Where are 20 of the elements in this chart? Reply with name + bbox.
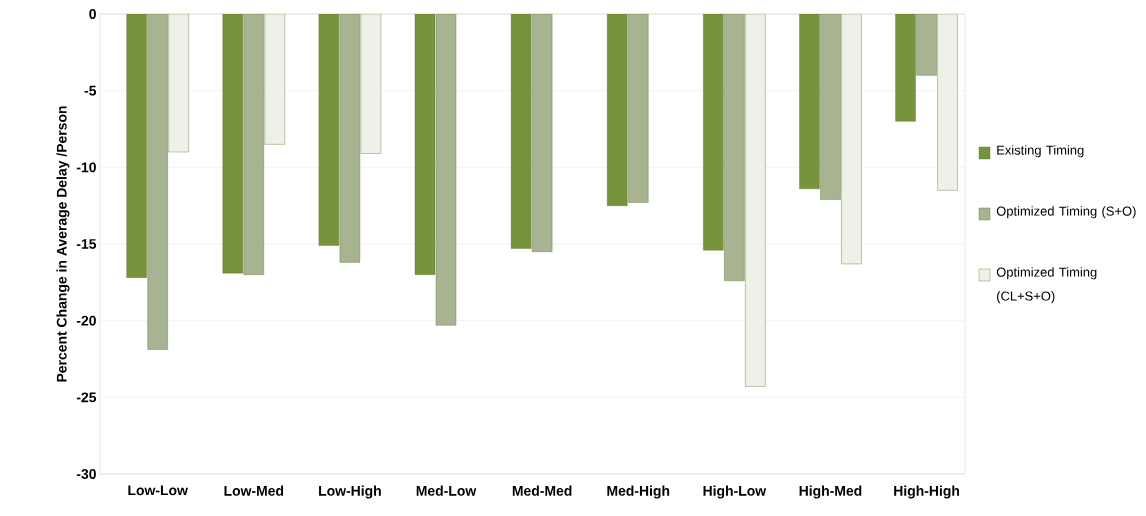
x-tick-label: Med-Med xyxy=(512,485,572,496)
x-tick-label: High-Med xyxy=(799,485,862,499)
x-tick-label: Low-Low xyxy=(128,485,188,496)
y-axis-title: Percent Change in Average Delay /Person xyxy=(56,106,70,382)
legend-label: Optimized Timing (CL+S+O) xyxy=(996,267,1097,304)
legend-label: Optimized Timing (S+O) xyxy=(996,206,1136,219)
x-tick-label: High-High xyxy=(894,485,960,499)
legend-label: Existing Timing xyxy=(997,145,1084,158)
x-tick-label: Low-High xyxy=(319,485,381,499)
y-tick-label: -20 xyxy=(76,315,96,326)
y-tick-label: -25 xyxy=(76,392,97,403)
y-tick-label: -10 xyxy=(76,162,96,173)
y-tick-label: -5 xyxy=(84,85,97,96)
x-tick-label: Med-Low xyxy=(416,485,477,496)
x-tick-label: High-Low xyxy=(703,485,767,499)
x-tick-label: Low-Med xyxy=(224,485,284,496)
y-tick-label: -30 xyxy=(76,469,96,479)
x-tick-label: Med-High xyxy=(607,485,670,499)
y-tick-label: 0 xyxy=(89,9,96,19)
y-tick-label: -15 xyxy=(76,239,97,249)
